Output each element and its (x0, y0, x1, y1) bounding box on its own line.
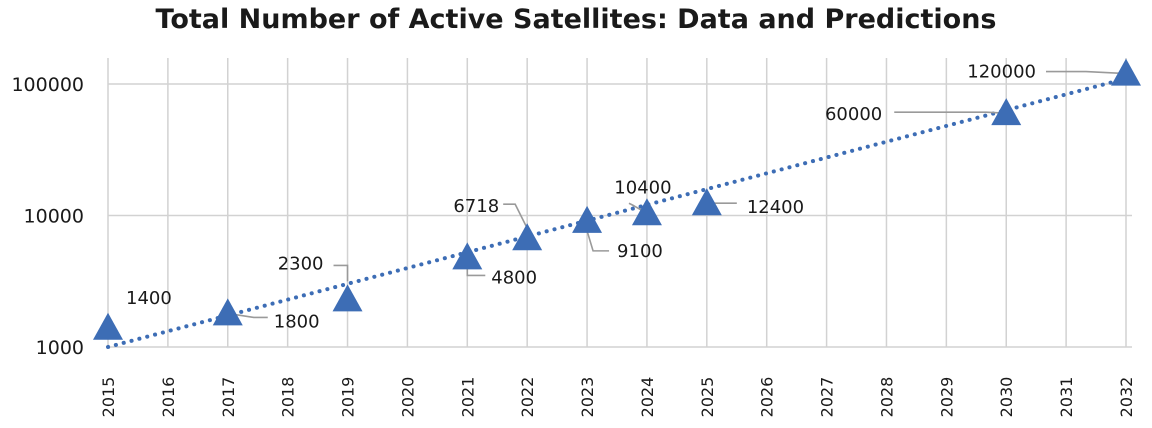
y-tick-label-1000: 1000 (36, 337, 84, 359)
marker-2030 (991, 98, 1022, 126)
x-tick-label-2018: 2018 (279, 377, 298, 418)
data-label-2024: 10400 (614, 177, 671, 198)
markers (93, 58, 1141, 340)
marker-2025 (691, 188, 722, 216)
data-label-2023: 9100 (617, 241, 663, 262)
leader-line-2019 (333, 264, 349, 282)
axes: 2015 2016 2017 2018 2019 2020 2021 2022 2023 2024… (11, 74, 1136, 417)
x-tick-label-2029: 2029 (937, 377, 956, 418)
trendline-path (106, 76, 1128, 349)
x-tick-label-2032: 2032 (1117, 377, 1136, 418)
x-tick-label-2020: 2020 (398, 377, 417, 418)
x-tick-label-2016: 2016 (159, 377, 178, 418)
marker-2032 (1111, 58, 1141, 86)
marker-2019 (332, 284, 363, 312)
data-label-2025: 12400 (747, 197, 804, 218)
data-label-2022: 6718 (453, 196, 499, 217)
trendline (106, 76, 1128, 349)
x-tick-label-2017: 2017 (219, 377, 238, 418)
data-label-2015: 1400 (126, 288, 172, 309)
y-tick-label-10000: 10000 (24, 206, 84, 228)
grid (107, 58, 1132, 348)
data-label-2032: 120000 (967, 62, 1036, 83)
data-labels: 1400 1800 2300 4800 6718 9100 10400 12400 60000 1… (126, 62, 1036, 333)
data-label-2017: 1800 (274, 311, 320, 332)
x-tick-label-2031: 2031 (1057, 377, 1076, 418)
x-tick-label-2027: 2027 (818, 377, 837, 418)
data-label-2021: 4800 (491, 267, 537, 288)
marker-2022 (512, 223, 543, 251)
x-tick-label-2021: 2021 (458, 377, 477, 418)
x-tick-label-2025: 2025 (698, 377, 717, 418)
x-tick-label-2022: 2022 (518, 377, 537, 418)
leader-line-2023 (586, 230, 610, 252)
label-leaders (227, 70, 1127, 319)
leader-line-2030 (894, 111, 1007, 114)
y-tick-label-100000: 100000 (11, 74, 84, 96)
leader-line-2022 (503, 203, 528, 229)
data-label-2019: 2300 (278, 253, 324, 274)
data-label-2030: 60000 (825, 104, 882, 125)
x-tick-label-2026: 2026 (758, 377, 777, 418)
leader-line-2021 (466, 267, 486, 277)
marker-2017 (212, 298, 243, 326)
marker-2024 (631, 198, 662, 226)
x-tick-label-2030: 2030 (997, 377, 1016, 418)
marker-2021 (452, 242, 483, 270)
x-tick-label-2023: 2023 (578, 377, 597, 418)
marker-2023 (572, 205, 603, 233)
x-tick-label-2015: 2015 (99, 377, 118, 418)
leader-line-2032 (1046, 70, 1127, 75)
marker-2015 (93, 312, 123, 340)
x-tick-label-2024: 2024 (638, 377, 657, 418)
x-tick-label-2028: 2028 (877, 377, 896, 418)
chart-title: Total Number of Active Satellites: Data … (155, 4, 997, 35)
x-tick-label-2019: 2019 (339, 377, 358, 418)
